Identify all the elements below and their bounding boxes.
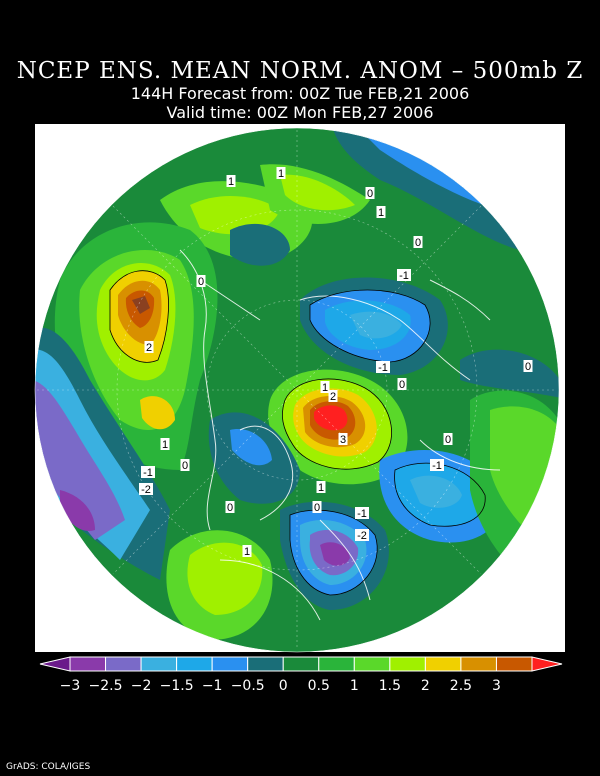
colorbar-segment	[247, 656, 284, 672]
contour-label: -1	[357, 508, 367, 520]
contour-label: -1	[378, 362, 388, 374]
colorbar-high-arrow	[531, 656, 563, 672]
coastlines	[179, 249, 501, 621]
contour-label-box	[226, 175, 236, 187]
colorbar-tick-label: 2	[420, 678, 430, 694]
contour-label-box	[320, 381, 330, 393]
colorbar-segment	[105, 656, 142, 672]
colorbar-segment	[140, 656, 178, 672]
contour-label-box	[413, 236, 423, 248]
colorbar	[39, 656, 563, 672]
map-title: NCEP ENS. MEAN NORM. ANOM – 500mb Z	[16, 58, 584, 84]
contour-label-box	[397, 378, 407, 390]
colorbar-segment	[424, 656, 462, 672]
colorbar-segment	[176, 656, 213, 672]
contour-label-box	[196, 275, 206, 287]
contour-label-box	[141, 466, 155, 478]
contour-label: 0	[367, 188, 373, 200]
colorbar-segment	[495, 656, 533, 672]
contour-label-box	[139, 483, 153, 495]
colorbar-tick-label: −1	[201, 678, 223, 694]
contour-label: -2	[357, 530, 367, 542]
contour-label-box	[397, 269, 411, 281]
contour-label-box	[160, 438, 170, 450]
contour-label: 1	[378, 207, 384, 219]
contour-label-box	[328, 390, 338, 402]
contour-label: 0	[227, 502, 233, 514]
colorbar-tick-label: −2.5	[88, 678, 123, 694]
colorbar-tick-label: 3	[491, 678, 501, 694]
graticule	[37, 130, 557, 650]
colorbar-tick-label: −3	[59, 678, 81, 694]
contour-label: 1	[244, 546, 250, 558]
colorbar-segment	[353, 656, 391, 672]
contour-label: 0	[415, 237, 421, 249]
contour-label: 2	[330, 391, 336, 403]
contour-label: 1	[162, 439, 168, 451]
colorbar-tick-label: 0.5	[307, 678, 330, 694]
colorbar-segment	[389, 656, 426, 672]
contour-label: 0	[314, 502, 320, 514]
contour-label-box	[276, 167, 286, 179]
contour-label-box	[355, 507, 369, 519]
colorbar-low-arrow	[39, 656, 71, 672]
valid-time-line: Valid time: 00Z Mon FEB,27 2006	[166, 103, 434, 122]
contour-label: 1	[228, 176, 234, 188]
contour-label: 3	[340, 434, 346, 446]
contour-label: -1	[399, 270, 409, 282]
contour-label: 0	[445, 434, 451, 446]
contour-label-box	[376, 206, 386, 218]
colorbar-tick-label: 2.5	[449, 678, 473, 694]
contour-label: -2	[141, 484, 151, 496]
colorbar-tick-label: −2	[130, 678, 152, 694]
contour-label: 1	[322, 382, 328, 394]
forecast-line: 144H Forecast from: 00Z Tue FEB,21 2006	[130, 84, 470, 103]
contour-label: 1	[278, 168, 284, 180]
colorbar-segment	[460, 656, 497, 672]
contour-label-box	[355, 529, 369, 541]
contour-label-box	[225, 501, 235, 513]
colorbar-segment	[318, 656, 355, 672]
contour-label-box	[376, 361, 390, 373]
contour-label: 0	[525, 361, 531, 373]
contour-label: 2	[146, 342, 152, 354]
colorbar-segment	[211, 656, 249, 672]
contour-label-box	[338, 433, 348, 445]
contour-label: -1	[143, 467, 153, 479]
contour-label: 0	[399, 379, 405, 391]
contour-label: 1	[318, 482, 324, 494]
contour-label: 0	[198, 276, 204, 288]
contour-label: 0	[182, 460, 188, 472]
contour-label-box	[430, 459, 444, 471]
colorbar-segment	[69, 656, 107, 672]
contour-label-box	[242, 545, 252, 557]
colorbar-tick-label: 1.5	[378, 678, 401, 694]
contour-label: -1	[432, 460, 442, 472]
contour-label-box	[316, 481, 326, 493]
contour-label-box	[443, 433, 453, 445]
contour-label-box	[523, 360, 533, 372]
colorbar-tick-label: −1.5	[159, 678, 194, 694]
contour-label-box	[312, 501, 322, 513]
contour-label-box	[180, 459, 190, 471]
credit-text: GrADS: COLA/IGES	[6, 762, 91, 772]
colorbar-tick-label: −0.5	[230, 678, 265, 694]
colorbar-tick-label: 1	[349, 678, 359, 694]
colorbar-segment	[282, 656, 320, 672]
contour-label-box	[365, 187, 375, 199]
colorbar-tick-label: 0	[278, 678, 288, 694]
contour-label-box	[144, 341, 154, 353]
